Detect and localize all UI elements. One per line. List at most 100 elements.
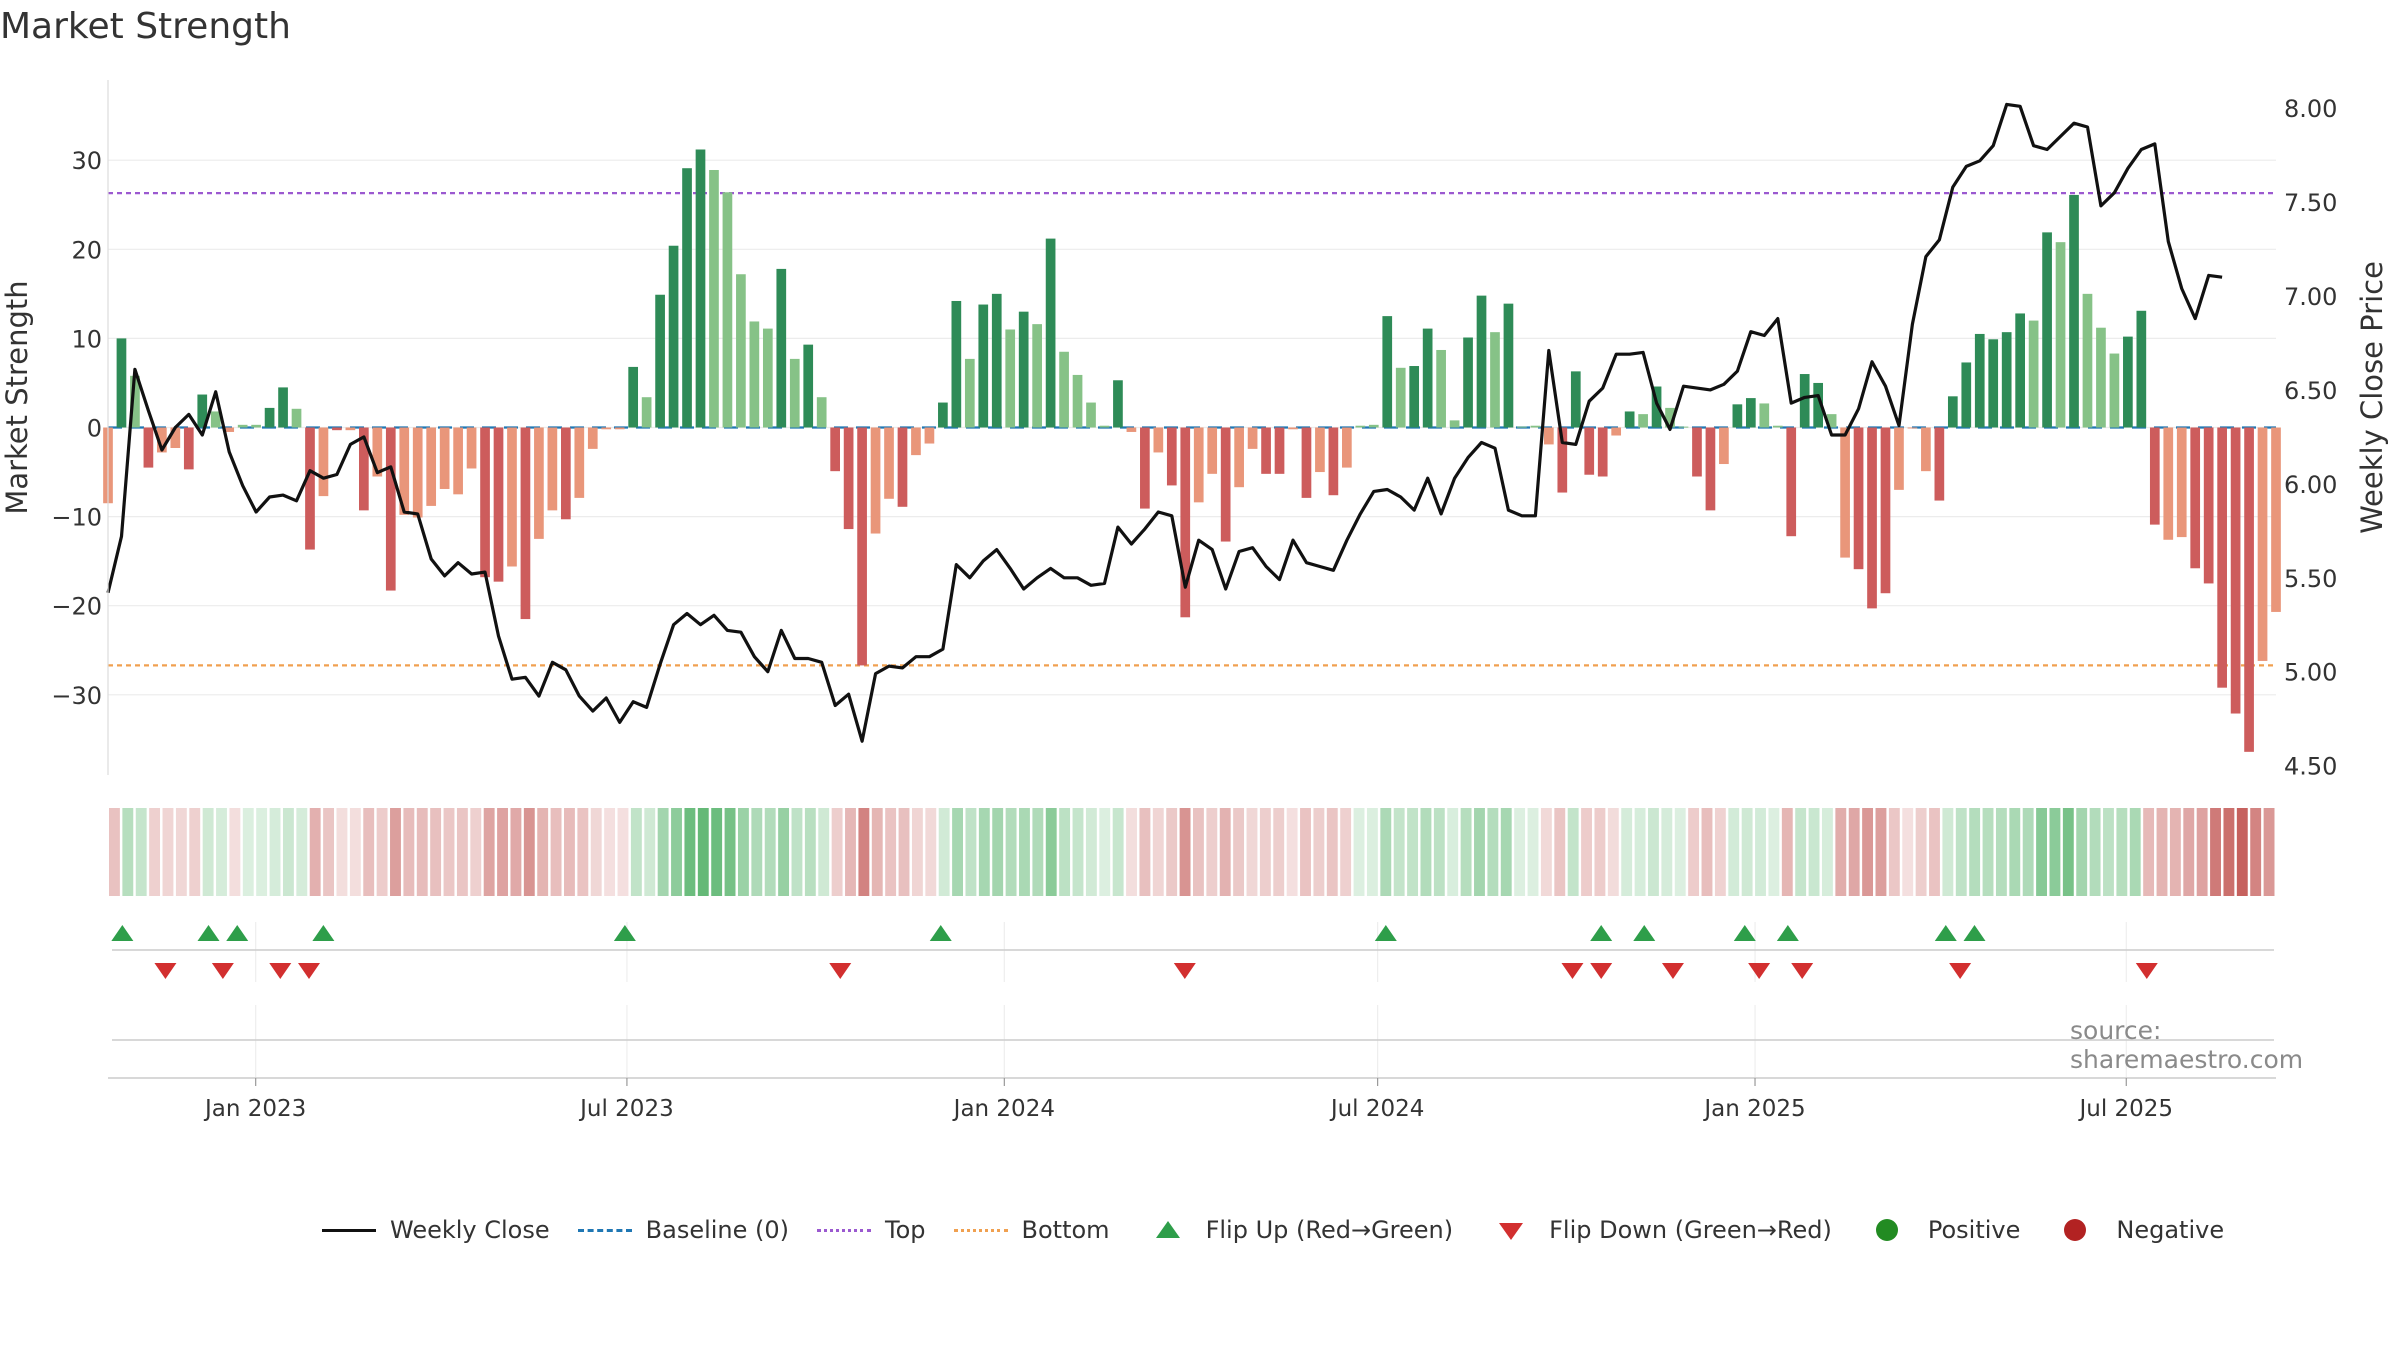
legend-item: Flip Up (Red→Green)	[1134, 1216, 1453, 1244]
strip-cell	[2143, 808, 2155, 896]
strength-bar	[359, 427, 369, 511]
strip-cell	[2156, 808, 2168, 896]
strength-bar	[762, 328, 773, 428]
strength-bar	[1826, 414, 1837, 428]
y2-axis-title: Weekly Close Price	[2355, 261, 2389, 534]
strength-bar	[938, 402, 948, 428]
strip-cell	[1527, 808, 1539, 896]
strip-cell	[1353, 808, 1365, 896]
strip-cell	[1581, 808, 1592, 896]
legend-label: Weekly Close	[390, 1216, 550, 1244]
strip-cell	[697, 808, 709, 896]
strength-bar	[1220, 427, 1231, 542]
y-tick-label: 0	[87, 415, 102, 443]
strip-cell	[1045, 808, 1057, 896]
strip-cell	[1072, 808, 1084, 896]
strength-bar	[1301, 427, 1312, 498]
strength-bar	[2042, 232, 2052, 428]
strength-bar	[655, 294, 665, 428]
strip-cell	[1286, 808, 1298, 896]
strength-bar	[2109, 353, 2120, 428]
strip-cell	[1313, 808, 1325, 896]
strip-cell	[430, 808, 442, 896]
strength-bar	[964, 358, 975, 428]
strength-bar	[776, 268, 787, 428]
flip-up-marker	[197, 925, 220, 941]
strip-cell	[282, 808, 294, 896]
strength-bar	[1018, 311, 1029, 428]
strip-cell	[1326, 808, 1338, 896]
x-tick-label: Jan 2024	[952, 1096, 1055, 1122]
strength-bar	[143, 427, 154, 468]
strip-cell	[1995, 808, 2007, 896]
y-tick-label: 20	[71, 236, 102, 264]
strength-bar	[1005, 329, 1016, 428]
strength-bar	[318, 427, 329, 497]
strip-cell	[1474, 808, 1485, 896]
y-tick-label: −30	[51, 682, 102, 710]
strength-bar	[1180, 427, 1191, 618]
strength-bar	[1947, 396, 1958, 428]
strip-cell	[1862, 808, 1874, 896]
flip-down-marker	[154, 963, 177, 979]
strength-bar	[305, 427, 315, 550]
strength-bar	[345, 427, 356, 431]
strength-bar	[2203, 427, 2214, 584]
strength-bar	[1328, 427, 1339, 496]
legend-label: Negative	[2116, 1216, 2225, 1244]
strip-cell	[2009, 808, 2021, 896]
strip-cell	[657, 808, 669, 896]
flip-up-marker	[111, 925, 134, 941]
strip-cell	[1420, 808, 1432, 896]
strip-cell	[1019, 808, 1030, 896]
strip-cell	[1955, 808, 1967, 896]
strength-bar	[507, 427, 517, 567]
strength-bar	[991, 293, 1002, 428]
strength-bar	[2001, 332, 2012, 428]
strip-cell	[2049, 808, 2061, 896]
flip-down-marker	[269, 963, 292, 979]
flip-down-marker	[1791, 963, 1814, 979]
strip-cell	[871, 808, 883, 896]
legend-label: Flip Down (Green→Red)	[1549, 1216, 1832, 1244]
strip-cell	[256, 808, 268, 896]
weekly-close-series	[106, 102, 2223, 743]
strength-bar	[1988, 339, 1999, 428]
strength-bar	[493, 427, 504, 582]
strength-bar	[278, 387, 288, 428]
flip-down-marker	[1949, 963, 1972, 979]
strip-cell	[1433, 808, 1445, 896]
strip-cell	[1514, 808, 1526, 896]
strip-cell	[1152, 808, 1164, 896]
strip-cell	[1206, 808, 1218, 896]
strip-cell	[751, 808, 763, 896]
flip-up-marker	[1934, 925, 1957, 941]
strip-cell	[390, 808, 401, 896]
strip-cell	[122, 808, 134, 896]
strength-bar	[157, 427, 167, 453]
strip-cell	[590, 808, 602, 896]
strip-cell	[818, 808, 830, 896]
strength-bar	[789, 358, 800, 428]
legend-symbol	[1856, 1218, 1918, 1242]
strip-cell	[376, 808, 388, 896]
strength-bar	[1342, 427, 1352, 468]
strip-cell	[1768, 808, 1780, 896]
strength-bar	[1099, 425, 1110, 428]
y2-tick-label: 5.00	[2284, 659, 2337, 687]
strength-bar	[1665, 407, 1675, 428]
strip-cell	[269, 808, 281, 896]
strip-cell	[189, 808, 201, 896]
strip-cell	[1969, 808, 1981, 896]
strength-bar	[534, 427, 544, 539]
strength-bar	[1113, 380, 1123, 428]
strength-bar	[1907, 427, 1918, 429]
strength-bar	[2149, 427, 2160, 525]
strength-bar	[924, 427, 935, 444]
strength-bar	[1692, 427, 1702, 477]
strip-cell	[1340, 808, 1352, 896]
strength-bar	[2015, 313, 2025, 428]
strength-bar	[1611, 427, 1622, 436]
strength-bar	[1234, 427, 1244, 488]
flip-down-marker	[1561, 963, 1584, 979]
